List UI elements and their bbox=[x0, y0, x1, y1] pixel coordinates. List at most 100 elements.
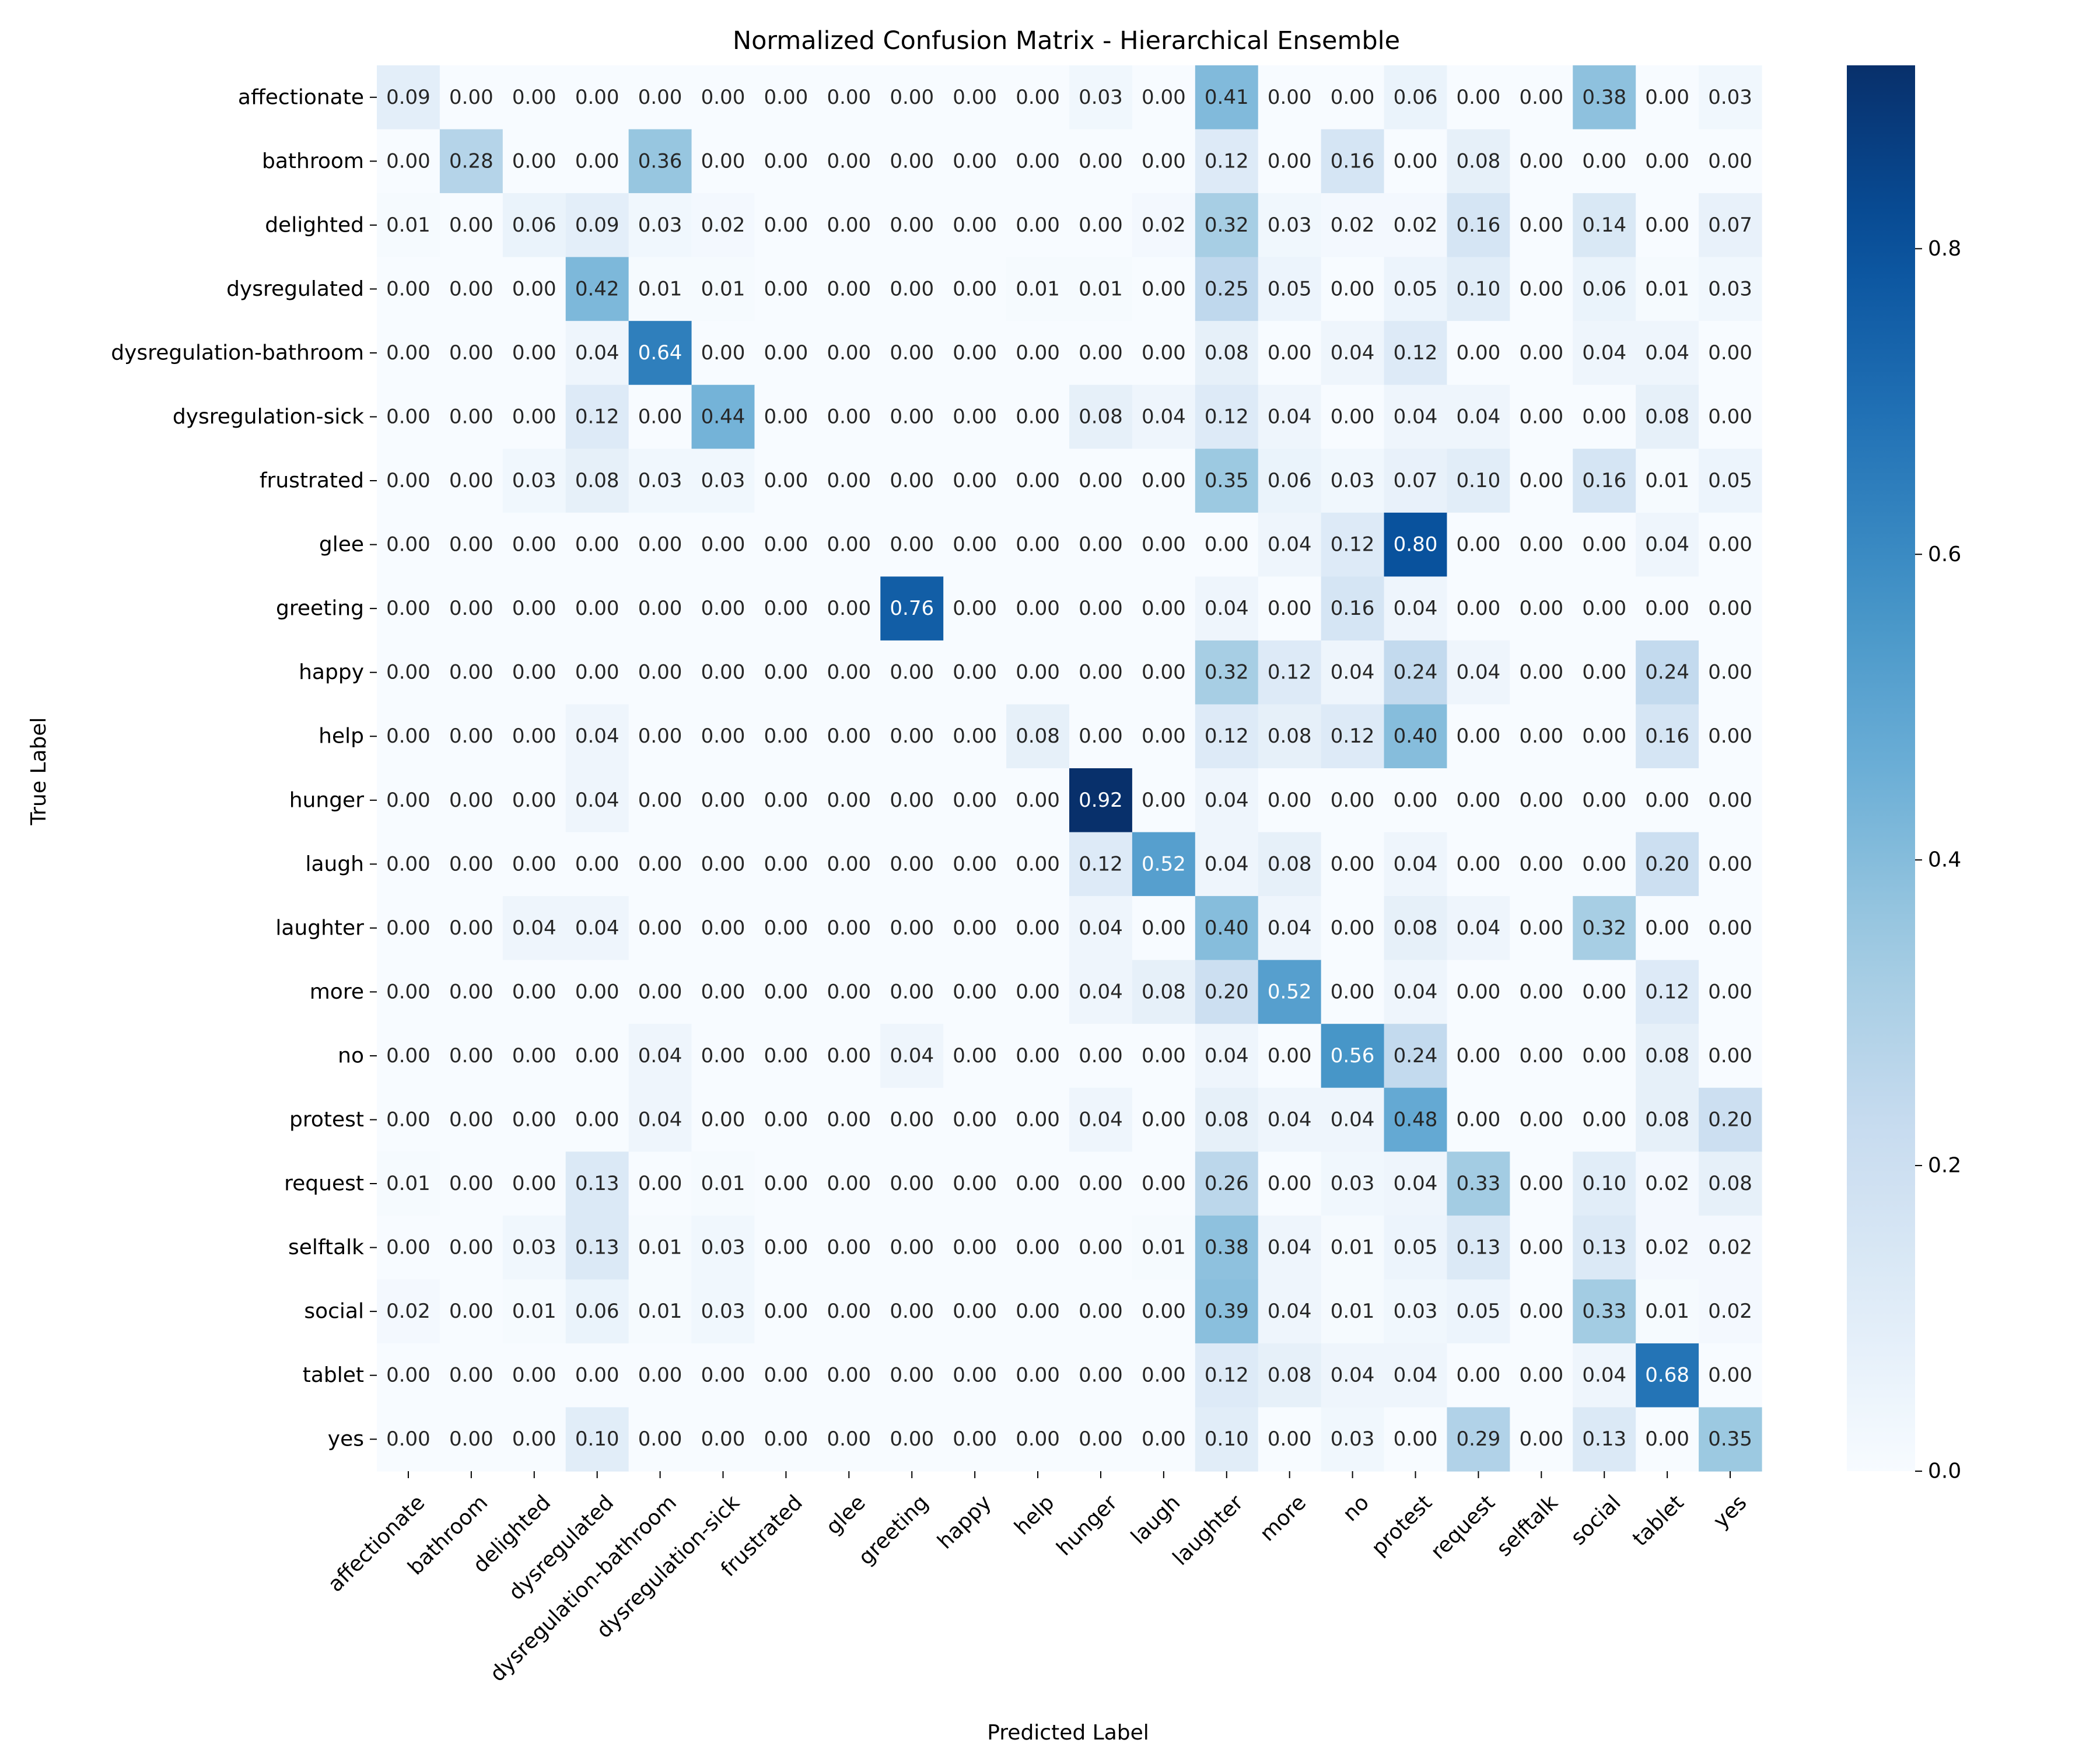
heatmap-cell bbox=[1447, 1343, 1510, 1408]
cell-value-label: 0.33 bbox=[1457, 1172, 1501, 1195]
cell-value-label: 0.00 bbox=[512, 1108, 556, 1132]
cell-value-label: 0.00 bbox=[764, 597, 808, 620]
cell-value-label: 0.40 bbox=[1205, 916, 1249, 940]
cell-value-label: 0.00 bbox=[1331, 852, 1375, 876]
cell-value-label: 0.00 bbox=[701, 597, 746, 620]
cell-value-label: 0.04 bbox=[1457, 405, 1501, 429]
heatmap-cell bbox=[628, 960, 692, 1024]
cell-value-label: 0.00 bbox=[764, 980, 808, 1003]
heatmap-cell bbox=[1636, 1215, 1699, 1280]
cell-value-label: 0.00 bbox=[1268, 789, 1312, 812]
heatmap-cell bbox=[1069, 1279, 1133, 1344]
cell-value-label: 0.08 bbox=[1142, 980, 1186, 1003]
heatmap-cell bbox=[377, 1343, 440, 1408]
cell-value-label: 0.00 bbox=[449, 980, 494, 1003]
cell-value-label: 0.12 bbox=[1205, 149, 1249, 173]
cell-value-label: 0.00 bbox=[575, 661, 620, 684]
heatmap-cell bbox=[565, 896, 629, 961]
cell-value-label: 0.00 bbox=[890, 341, 934, 365]
cell-value-label: 0.04 bbox=[1268, 916, 1312, 940]
y-tick-label: protest bbox=[289, 1108, 364, 1132]
y-tick-label: happy bbox=[299, 660, 364, 684]
cell-value-label: 0.00 bbox=[1268, 149, 1312, 173]
x-tick-label: protest bbox=[1367, 1490, 1437, 1560]
heatmap-cell bbox=[880, 576, 944, 641]
cell-value-label: 0.00 bbox=[638, 1427, 682, 1451]
cell-value-label: 0.00 bbox=[953, 852, 997, 876]
heatmap-cell bbox=[1447, 1279, 1510, 1344]
cell-value-label: 0.04 bbox=[1268, 405, 1312, 429]
heatmap-cell bbox=[1384, 704, 1448, 769]
heatmap-cell bbox=[880, 896, 944, 961]
heatmap-cell bbox=[1510, 1152, 1573, 1216]
cell-value-label: 0.00 bbox=[1079, 724, 1123, 748]
cell-value-label: 0.00 bbox=[1016, 852, 1060, 876]
cell-value-label: 0.04 bbox=[1394, 980, 1438, 1003]
heatmap-cell bbox=[691, 384, 755, 449]
heatmap-cell bbox=[565, 384, 629, 449]
cell-value-label: 0.00 bbox=[449, 341, 494, 365]
heatmap-cell bbox=[1006, 1152, 1070, 1216]
heatmap-cell bbox=[943, 1407, 1007, 1472]
heatmap-cell bbox=[880, 512, 944, 577]
cell-value-label: 0.00 bbox=[1142, 149, 1186, 173]
heatmap-cell bbox=[817, 1215, 881, 1280]
cell-value-label: 0.00 bbox=[638, 1172, 682, 1195]
heatmap-cell bbox=[1132, 1152, 1196, 1216]
cell-value-label: 0.00 bbox=[1708, 533, 1752, 556]
cell-value-label: 0.00 bbox=[827, 1364, 871, 1387]
cell-value-label: 0.00 bbox=[701, 789, 746, 812]
cell-value-label: 0.00 bbox=[953, 86, 997, 109]
heatmap-cell bbox=[1384, 768, 1448, 833]
cell-value-label: 0.33 bbox=[1582, 1300, 1626, 1323]
heatmap-cell bbox=[817, 1087, 881, 1152]
cell-value-label: 0.00 bbox=[701, 1364, 746, 1387]
heatmap-cell bbox=[502, 257, 566, 321]
cell-value-label: 0.00 bbox=[449, 1044, 494, 1068]
heatmap-cell bbox=[691, 896, 755, 961]
heatmap-cell bbox=[691, 704, 755, 769]
cell-value-label: 0.00 bbox=[449, 1364, 494, 1387]
heatmap-cell bbox=[565, 1024, 629, 1088]
heatmap-cell bbox=[1573, 960, 1636, 1024]
heatmap-cell bbox=[1573, 576, 1636, 641]
heatmap-cell bbox=[377, 832, 440, 897]
heatmap-cell bbox=[1384, 832, 1448, 897]
heatmap-cell bbox=[1384, 193, 1448, 258]
heatmap-cell bbox=[817, 384, 881, 449]
heatmap-cell bbox=[502, 1087, 566, 1152]
cell-value-label: 0.06 bbox=[1582, 277, 1626, 300]
heatmap-cell bbox=[1258, 1215, 1322, 1280]
cell-value-label: 0.00 bbox=[512, 724, 556, 748]
x-tick-label: tablet bbox=[1628, 1490, 1688, 1550]
cell-value-label: 0.08 bbox=[1394, 916, 1438, 940]
cell-value-label: 0.08 bbox=[1268, 724, 1312, 748]
x-axis-label: Predicted Label bbox=[987, 1721, 1149, 1745]
heatmap-cell bbox=[943, 640, 1007, 705]
heatmap-cell bbox=[1132, 129, 1196, 194]
heatmap-cell bbox=[817, 768, 881, 833]
heatmap-cell bbox=[943, 1343, 1007, 1408]
heatmap-cell bbox=[1006, 321, 1070, 386]
heatmap-cell bbox=[754, 512, 818, 577]
cell-value-label: 0.04 bbox=[638, 1108, 682, 1132]
cell-value-label: 0.00 bbox=[1016, 405, 1060, 429]
heatmap-cell bbox=[1069, 65, 1133, 130]
cell-value-label: 0.00 bbox=[1457, 597, 1501, 620]
cell-value-label: 0.00 bbox=[827, 469, 871, 492]
heatmap-cell bbox=[1069, 640, 1133, 705]
heatmap-cell bbox=[880, 960, 944, 1024]
heatmap-cell bbox=[1258, 1152, 1322, 1216]
heatmap-cell bbox=[439, 960, 503, 1024]
cell-value-label: 0.13 bbox=[1582, 1427, 1626, 1451]
heatmap-cell bbox=[1132, 1215, 1196, 1280]
cell-value-label: 0.00 bbox=[953, 405, 997, 429]
cell-value-label: 0.03 bbox=[638, 214, 682, 237]
heatmap-cell bbox=[1447, 384, 1510, 449]
cell-value-label: 0.04 bbox=[1331, 1108, 1375, 1132]
heatmap-cell bbox=[1573, 1343, 1636, 1408]
heatmap-cell bbox=[502, 384, 566, 449]
heatmap-cell bbox=[1699, 1343, 1762, 1408]
cell-value-label: 0.00 bbox=[638, 789, 682, 812]
heatmap-cell bbox=[565, 832, 629, 897]
